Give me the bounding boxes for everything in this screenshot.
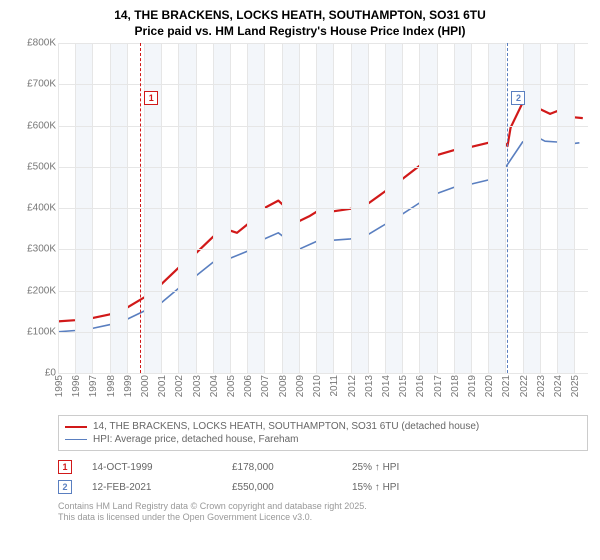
legend-row: 14, THE BRACKENS, LOCKS HEATH, SOUTHAMPT… — [65, 420, 581, 433]
legend-swatch — [65, 439, 87, 440]
event-table: 1 14-OCT-1999£178,00025% ↑ HPI 2 12-FEB-202… — [58, 457, 588, 497]
y-tick-label: £400K — [27, 203, 56, 214]
chart-container: 14, THE BRACKENS, LOCKS HEATH, SOUTHAMPT… — [0, 0, 600, 560]
event-row: 1 14-OCT-1999£178,00025% ↑ HPI — [58, 457, 588, 477]
title-line-2: Price paid vs. HM Land Registry's House … — [12, 24, 588, 40]
attribution: Contains HM Land Registry data © Crown c… — [58, 501, 588, 523]
title-line-1: 14, THE BRACKENS, LOCKS HEATH, SOUTHAMPT… — [12, 8, 588, 24]
x-tick-label: 2016 — [415, 375, 426, 397]
event-row: 2 12-FEB-2021£550,00015% ↑ HPI — [58, 477, 588, 497]
x-tick-label: 1995 — [54, 375, 65, 397]
event-badge: 1 — [58, 460, 72, 474]
gridline-h — [58, 208, 588, 209]
x-tick-label: 2002 — [174, 375, 185, 397]
y-tick-label: £300K — [27, 244, 56, 255]
chart-title: 14, THE BRACKENS, LOCKS HEATH, SOUTHAMPT… — [12, 8, 588, 39]
x-tick-label: 2006 — [243, 375, 254, 397]
x-tick-label: 2024 — [553, 375, 564, 397]
event-hpi: 25% ↑ HPI — [352, 462, 588, 473]
gridline-h — [58, 84, 588, 85]
gridline-h — [58, 332, 588, 333]
y-tick-label: £800K — [27, 38, 56, 49]
x-tick-label: 2013 — [364, 375, 375, 397]
legend-row: HPI: Average price, detached house, Fare… — [65, 433, 581, 446]
x-tick-label: 2022 — [519, 375, 530, 397]
legend-swatch — [65, 426, 87, 428]
x-tick-label: 2003 — [192, 375, 203, 397]
y-tick-label: £500K — [27, 161, 56, 172]
x-tick-label: 1997 — [88, 375, 99, 397]
legend-label: HPI: Average price, detached house, Fare… — [93, 434, 299, 445]
y-tick-label: £100K — [27, 326, 56, 337]
x-tick-label: 2015 — [398, 375, 409, 397]
x-tick-label: 2025 — [570, 375, 581, 397]
y-tick-label: £600K — [27, 120, 56, 131]
gridline-h — [58, 126, 588, 127]
event-line — [507, 43, 508, 373]
x-tick-label: 2011 — [329, 375, 340, 397]
event-date: 12-FEB-2021 — [92, 482, 232, 493]
x-tick-label: 2012 — [347, 375, 358, 397]
chart-area: £0£100K£200K£300K£400K£500K£600K£700K£80… — [12, 43, 588, 413]
x-tick-label: 2014 — [381, 375, 392, 397]
x-tick-label: 2010 — [312, 375, 323, 397]
x-tick-label: 2005 — [226, 375, 237, 397]
attribution-line-2: This data is licensed under the Open Gov… — [58, 512, 588, 523]
x-tick-label: 2023 — [536, 375, 547, 397]
legend-label: 14, THE BRACKENS, LOCKS HEATH, SOUTHAMPT… — [93, 421, 479, 432]
gridline-h — [58, 291, 588, 292]
x-tick-label: 1996 — [71, 375, 82, 397]
event-badge: 2 — [58, 480, 72, 494]
x-tick-label: 2004 — [209, 375, 220, 397]
x-tick-label: 2019 — [467, 375, 478, 397]
event-price: £178,000 — [232, 462, 352, 473]
x-tick-label: 1998 — [106, 375, 117, 397]
y-tick-label: £700K — [27, 79, 56, 90]
y-axis: £0£100K£200K£300K£400K£500K£600K£700K£80… — [12, 43, 58, 373]
plot-area: 12 — [58, 43, 588, 373]
y-tick-label: £200K — [27, 285, 56, 296]
x-tick-label: 1999 — [123, 375, 134, 397]
x-tick-label: 2000 — [140, 375, 151, 397]
attribution-line-1: Contains HM Land Registry data © Crown c… — [58, 501, 588, 512]
gridline-h — [58, 43, 588, 44]
x-tick-label: 2008 — [278, 375, 289, 397]
gridline-h — [58, 249, 588, 250]
x-axis: 1995199619971998199920002001200220032004… — [58, 373, 588, 413]
x-tick-label: 2020 — [484, 375, 495, 397]
x-tick-label: 2018 — [450, 375, 461, 397]
x-tick-label: 2017 — [433, 375, 444, 397]
x-tick-label: 2007 — [260, 375, 271, 397]
event-hpi: 15% ↑ HPI — [352, 482, 588, 493]
x-tick-label: 2001 — [157, 375, 168, 397]
event-marker: 1 — [144, 91, 158, 105]
legend: 14, THE BRACKENS, LOCKS HEATH, SOUTHAMPT… — [58, 415, 588, 451]
x-tick-label: 2009 — [295, 375, 306, 397]
gridline-h — [58, 167, 588, 168]
event-marker: 2 — [511, 91, 525, 105]
x-tick-label: 2021 — [501, 375, 512, 397]
event-price: £550,000 — [232, 482, 352, 493]
event-line — [140, 43, 141, 373]
event-date: 14-OCT-1999 — [92, 462, 232, 473]
